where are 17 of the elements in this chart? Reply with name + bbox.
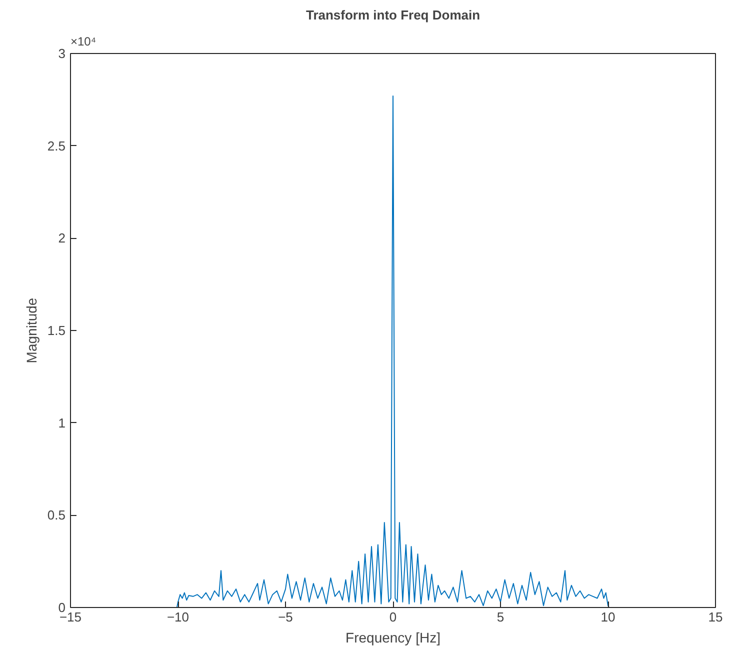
y-tick-label: 2.5 [47, 138, 66, 154]
x-tick-label: 5 [496, 610, 504, 624]
y-tick-label: 0 [58, 600, 66, 615]
y-tick-label: 0.5 [47, 508, 66, 523]
x-tick-label: −10 [166, 610, 190, 624]
x-tick-label: −5 [278, 610, 293, 624]
text: ×10⁴ [70, 34, 96, 48]
y-axis-title: Magnitude [23, 298, 40, 364]
x-tick-label: 0 [389, 610, 397, 624]
x-axis-title: Frequency [Hz] [346, 630, 440, 646]
y-tick-label: 1.5 [47, 323, 66, 338]
y-tick-label: 3 [58, 46, 66, 61]
y-tick-label: 1 [58, 415, 66, 430]
chart-title: Transform into Freq Domain [306, 8, 480, 22]
y-tick-label: 2 [58, 230, 66, 246]
x-tick-label: 10 [600, 610, 616, 624]
x-tick-label: 15 [708, 610, 723, 624]
